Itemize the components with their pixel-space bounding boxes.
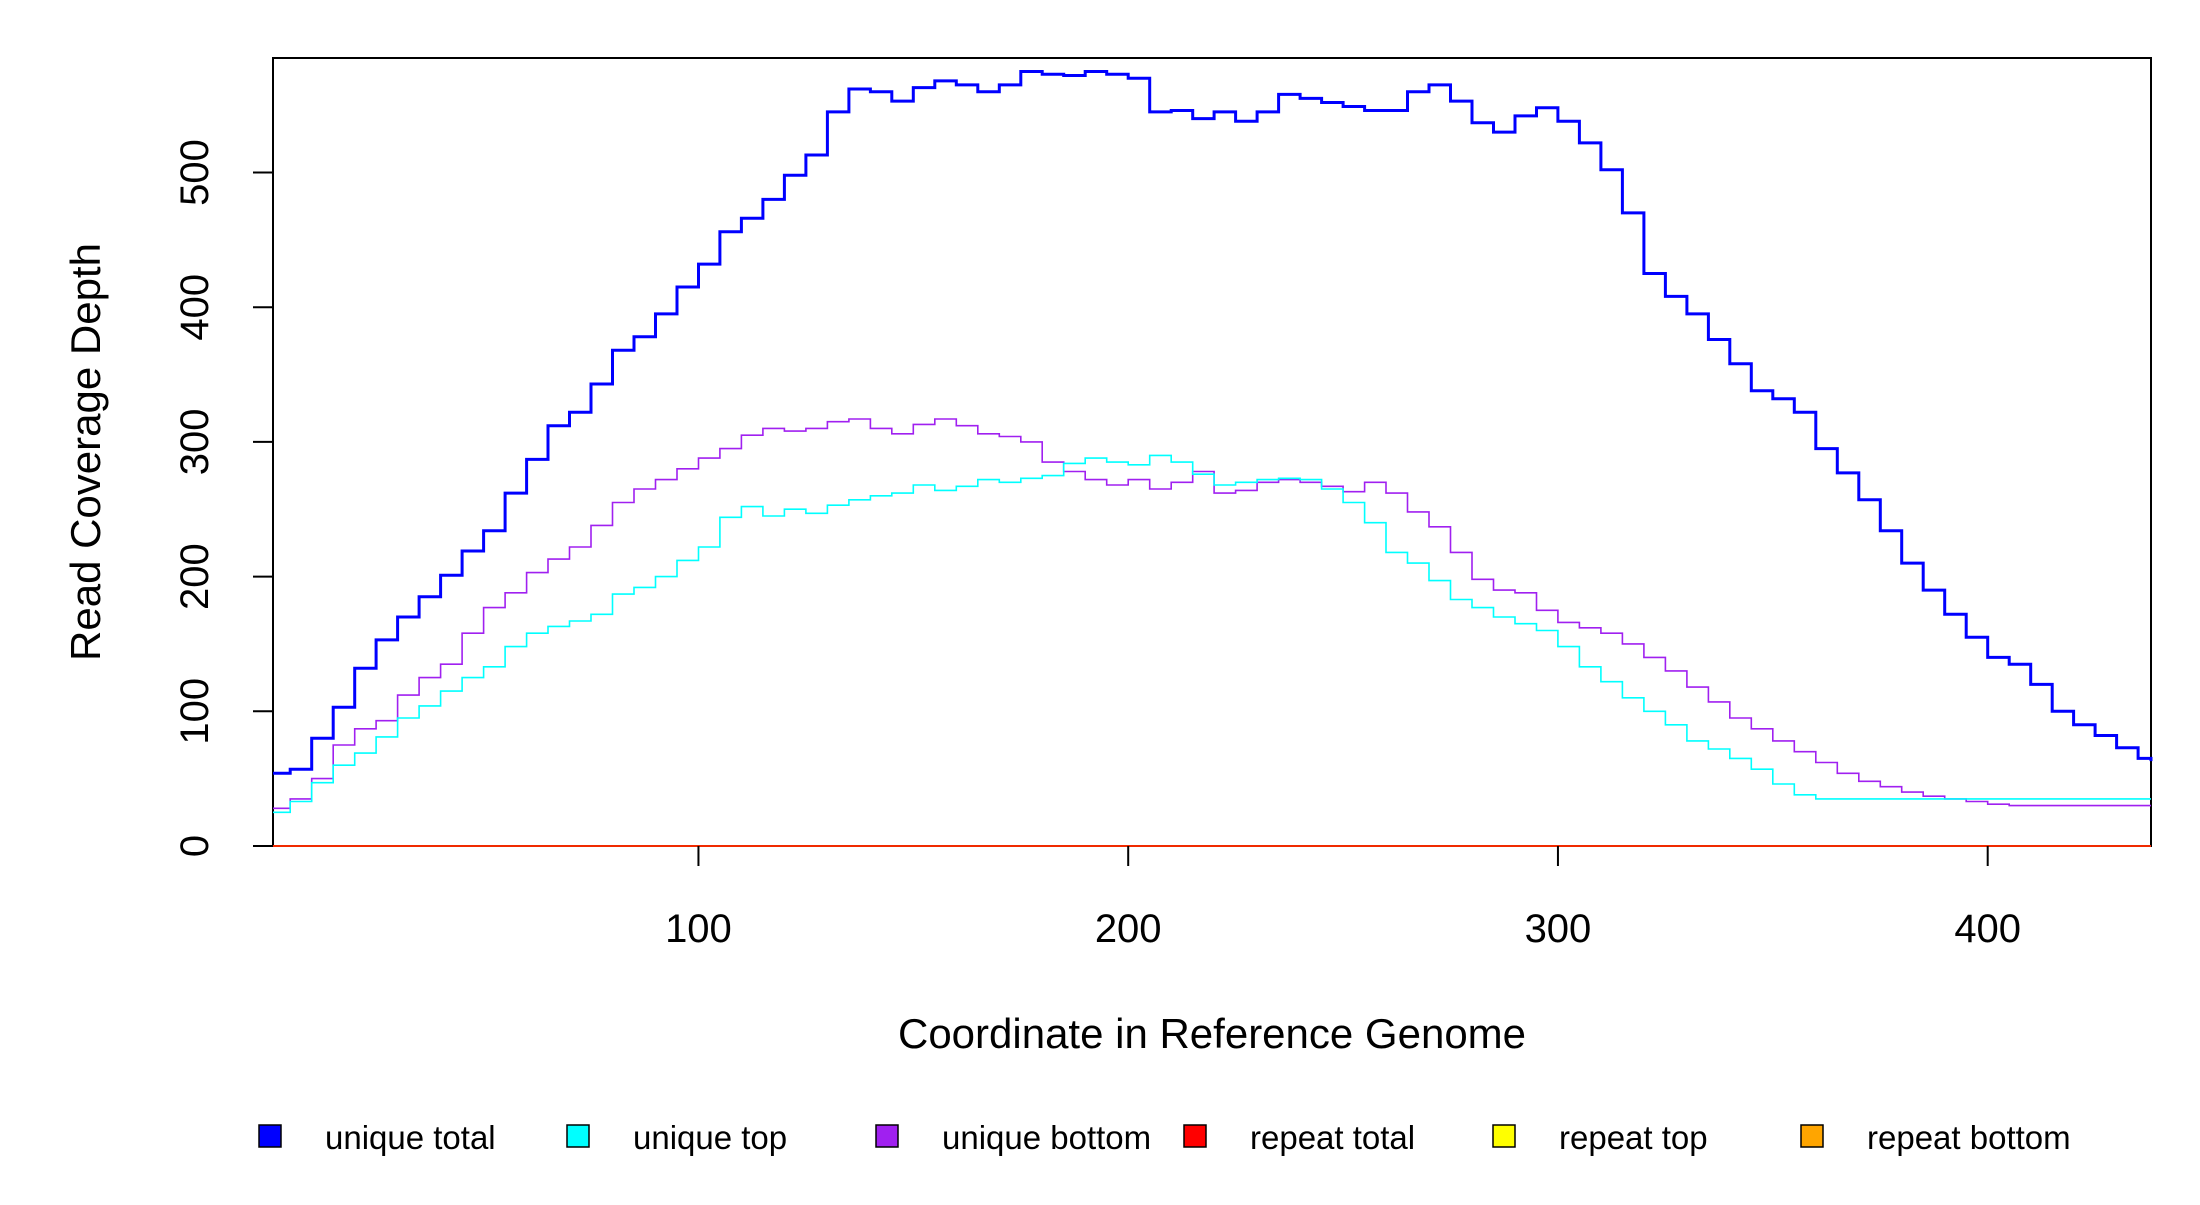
legend-label-repeat-total: repeat total: [1250, 1119, 1415, 1156]
y-tick-label-200: 200: [173, 543, 217, 610]
y-tick-label-400: 400: [173, 274, 217, 341]
legend-swatch-repeat-total: [1183, 1124, 1207, 1148]
legend-swatch-repeat-top: [1492, 1124, 1516, 1148]
legend-label-repeat-bottom: repeat bottom: [1867, 1119, 2071, 1156]
series-line-unique-bottom: [273, 418, 2151, 810]
legend: unique total unique top unique bottom repea…: [258, 1119, 2071, 1156]
y-tick-label-0: 0: [173, 835, 217, 857]
y-tick-label-500: 500: [173, 139, 217, 206]
series-line-unique-top: [273, 454, 2151, 814]
x-axis-label: Coordinate in Reference Genome: [898, 1010, 1526, 1057]
plot-frame: [272, 57, 2152, 847]
x-tick-label-400: 400: [1954, 907, 2021, 951]
legend-swatch-unique-bottom: [875, 1124, 899, 1148]
x-tick-label-200: 200: [1095, 907, 1162, 951]
y-axis-label: Read Coverage Depth: [62, 243, 109, 661]
legend-swatch-repeat-bottom: [1800, 1124, 1824, 1148]
legend-swatch-unique-top: [566, 1124, 590, 1148]
x-tick-label-300: 300: [1525, 907, 1592, 951]
y-tick-label-300: 300: [173, 409, 217, 476]
axis-layer: 0 100 200 300 400 500 100 200 300 400: [173, 139, 2021, 951]
legend-swatch-unique-total: [258, 1124, 282, 1148]
legend-label-unique-top: unique top: [633, 1119, 787, 1156]
legend-label-unique-bottom: unique bottom: [942, 1119, 1151, 1156]
series-line-unique-total: [273, 70, 2153, 775]
y-tick-label-100: 100: [173, 678, 217, 745]
series-layer: [273, 70, 2153, 847]
legend-label-unique-total: unique total: [325, 1119, 496, 1156]
x-tick-label-100: 100: [665, 907, 732, 951]
legend-label-repeat-top: repeat top: [1559, 1119, 1708, 1156]
